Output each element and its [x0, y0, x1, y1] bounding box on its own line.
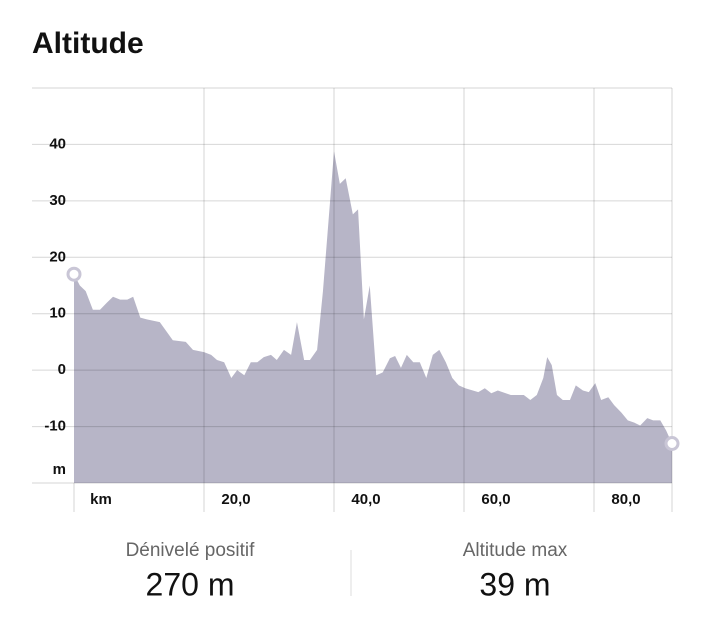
y-tick-label: 0	[58, 361, 66, 378]
x-tick-label: 80,0	[611, 491, 640, 508]
altitude-area	[74, 151, 672, 483]
y-tick-label: 10	[49, 305, 66, 322]
y-tick-label: 20	[49, 248, 66, 265]
stat-label: Dénivelé positif	[126, 540, 256, 561]
x-tick-label: 20,0	[221, 491, 250, 508]
endpoint-marker	[664, 436, 680, 451]
stat-value: 270 m	[146, 566, 235, 602]
chart-title: Altitude	[32, 27, 144, 60]
y-unit: m	[53, 461, 66, 478]
x-tick-label: 60,0	[481, 491, 510, 508]
x-tick-label: 40,0	[351, 491, 380, 508]
endpoint-marker	[66, 266, 82, 282]
stat-label: Altitude max	[463, 540, 568, 561]
y-tick-label: 40	[49, 135, 66, 152]
stat-value: 39 m	[479, 566, 550, 602]
y-tick-label: 30	[49, 192, 66, 209]
y-tick-label: -10	[44, 418, 66, 435]
x-unit: km	[90, 491, 112, 508]
